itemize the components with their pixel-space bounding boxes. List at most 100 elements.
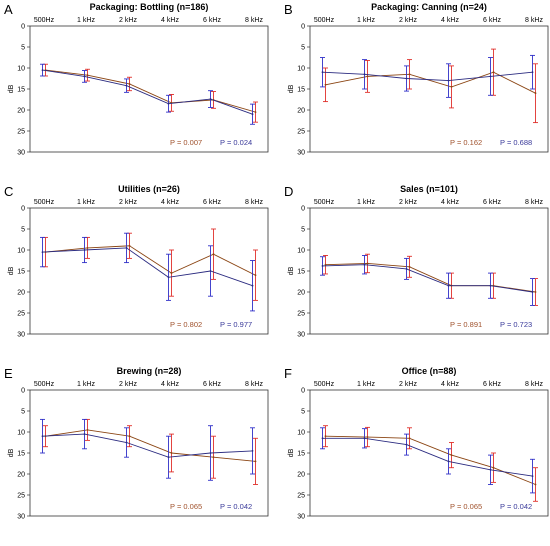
y-axis-label: dB [288,84,295,93]
panel-title: Packaging: Bottling (n=186) [90,2,209,12]
data-point [363,73,366,76]
data-point [405,77,408,80]
x-tick-label: 500Hz [34,199,55,206]
x-tick-label: 6 kHz [483,381,501,388]
p-value-series-1: P = 0.802 [170,320,202,329]
y-tick-label: 20 [17,108,25,115]
data-point [167,102,170,105]
x-tick-label: 500Hz [34,381,55,388]
data-point [128,244,131,247]
y-tick-label: 20 [297,290,305,297]
data-point [209,270,212,272]
y-tick-label: 5 [301,227,305,234]
data-point [363,263,366,266]
p-value-series-1: P = 0.065 [170,502,202,511]
data-point [534,92,537,95]
x-tick-label: 1 kHz [77,17,95,24]
data-point [492,71,495,74]
y-axis-label: dB [8,84,15,93]
series-2 [320,255,535,306]
p-value-series-2: P = 0.042 [220,502,252,511]
y-tick-label: 5 [21,227,25,234]
x-tick-label: 8 kHz [525,381,543,388]
series-2 [320,54,535,98]
y-tick-label: 0 [21,206,25,213]
p-value-series-2: P = 0.042 [500,502,532,511]
data-point [251,284,254,287]
y-tick-label: 15 [17,451,25,458]
y-tick-label: 30 [297,150,305,157]
data-point [128,435,131,438]
x-tick-label: 1 kHz [77,199,95,206]
p-value-series-1: P = 0.891 [450,320,482,329]
y-tick-label: 0 [21,24,25,31]
panel-b: B Packaging: Canning (n=24) 500Hz 1 kHz 2 kH… [284,2,549,157]
series-2 [40,63,255,125]
data-point [324,263,327,266]
x-tick-label: 8 kHz [525,17,543,24]
panel-title: Packaging: Canning (n=24) [371,2,487,12]
data-point [489,75,492,78]
series-2 [40,232,255,312]
series-line [45,245,256,276]
y-tick-label: 15 [17,269,25,276]
y-tick-label: 25 [297,311,305,318]
p-value-series-2: P = 0.977 [220,320,252,329]
y-axis-label: dB [288,266,295,275]
data-point [408,73,411,76]
x-tick-label: 2 kHz [399,199,417,206]
data-point [170,452,173,454]
panel-letter: D [284,184,293,199]
data-point [366,262,369,265]
data-point [86,429,89,431]
series-line [42,69,253,115]
data-point [489,284,492,287]
y-tick-label: 10 [17,248,25,255]
data-point [447,284,450,287]
data-point [167,276,170,279]
data-point [492,466,495,469]
data-point [321,437,324,440]
x-tick-label: 4 kHz [441,199,459,206]
data-point [83,249,86,251]
data-point [254,460,257,463]
y-tick-label: 5 [21,409,25,416]
data-point [128,83,131,85]
panel-letter: F [284,366,292,381]
y-tick-label: 20 [297,472,305,479]
y-tick-label: 20 [17,472,25,479]
y-axis-label: dB [288,448,295,457]
series-line [322,71,533,82]
x-tick-label: 500Hz [314,199,335,206]
plot-frame [309,25,549,153]
panel-title: Brewing (n=28) [117,366,182,376]
x-tick-label: 2 kHz [119,381,137,388]
data-point [366,436,369,438]
series-line [322,264,533,293]
y-tick-label: 5 [301,45,305,52]
data-point [83,433,86,435]
panel-letter: E [4,366,13,381]
y-tick-label: 20 [297,108,305,115]
data-point [212,456,215,459]
y-tick-label: 25 [297,493,305,500]
x-tick-label: 4 kHz [441,381,459,388]
y-tick-label: 0 [301,388,305,395]
x-tick-label: 8 kHz [245,381,263,388]
data-point [324,435,327,438]
y-tick-label: 15 [297,451,305,458]
x-tick-label: 2 kHz [119,199,137,206]
panel-d: D Sales (n=101) 500Hz 1 kHz 2 kHz 4 kHz 6 kHz 8… [284,184,549,339]
panel-title: Office (n=88) [402,366,457,376]
y-tick-label: 10 [17,430,25,437]
y-tick-label: 30 [17,514,25,521]
plot-frame [309,207,549,335]
y-tick-label: 25 [297,129,305,136]
panel-letter: A [4,2,13,17]
panel-e: E Brewing (n=28) 500Hz 1 kHz 2 kHz 4 kHz 6 kHz… [4,366,269,521]
data-point [254,111,257,113]
y-axis-label: dB [8,448,15,457]
y-tick-label: 25 [17,129,25,136]
data-point [209,98,212,100]
x-tick-label: 1 kHz [357,381,375,388]
